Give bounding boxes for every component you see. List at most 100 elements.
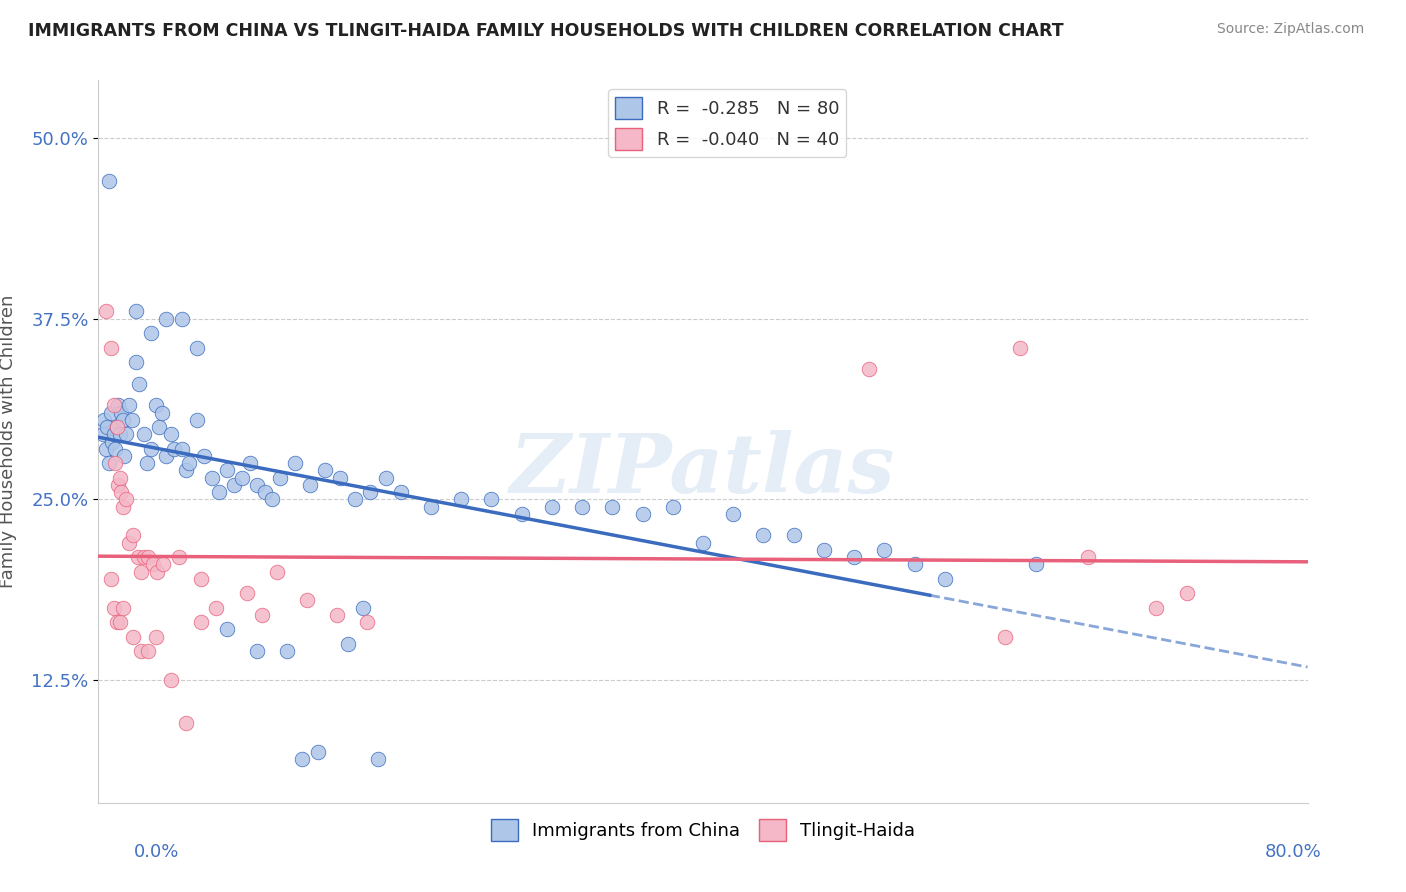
Point [146, 565, 169, 579]
Point [155, 311, 177, 326]
Point [96, 420, 118, 434]
Point [114, 427, 136, 442]
Point [844, 550, 866, 565]
Point [179, 456, 201, 470]
Point [105, 420, 128, 434]
Point [276, 644, 298, 658]
Point [813, 542, 835, 557]
Point [661, 500, 683, 514]
Point [215, 623, 238, 637]
Point [110, 485, 132, 500]
Point [190, 572, 212, 586]
Legend: Immigrants from China, Tlingit-Haida: Immigrants from China, Tlingit-Haida [484, 812, 922, 848]
Point [118, 535, 141, 549]
Point [145, 398, 167, 412]
Text: ZIPatlas: ZIPatlas [510, 431, 896, 510]
Point [100, 341, 122, 355]
Point [103, 398, 125, 412]
Text: IMMIGRANTS FROM CHINA VS TLINGIT-HAIDA FAMILY HOUSEHOLDS WITH CHILDREN CORRELATI: IMMIGRANTS FROM CHINA VS TLINGIT-HAIDA F… [28, 22, 1064, 40]
Point [114, 492, 136, 507]
Point [205, 600, 228, 615]
Point [148, 420, 170, 434]
Point [752, 528, 775, 542]
Point [329, 470, 352, 484]
Point [208, 485, 231, 500]
Point [326, 607, 349, 622]
Text: 80.0%: 80.0% [1265, 843, 1322, 861]
Point [125, 304, 148, 318]
Point [100, 406, 122, 420]
Point [111, 413, 134, 427]
Point [307, 745, 329, 759]
Point [104, 442, 127, 456]
Point [145, 630, 167, 644]
Point [360, 485, 382, 500]
Point [692, 535, 714, 549]
Point [101, 434, 124, 449]
Point [129, 565, 152, 579]
Point [994, 630, 1017, 644]
Point [105, 615, 128, 630]
Point [93, 413, 115, 427]
Point [193, 449, 215, 463]
Point [356, 615, 378, 630]
Point [142, 558, 165, 572]
Point [127, 550, 149, 565]
Point [858, 362, 880, 376]
Point [190, 615, 212, 630]
Point [111, 500, 134, 514]
Point [129, 644, 152, 658]
Point [136, 550, 159, 565]
Point [231, 470, 253, 484]
Point [107, 478, 129, 492]
Point [160, 427, 183, 442]
Point [121, 413, 143, 427]
Point [1175, 586, 1198, 600]
Point [420, 500, 443, 514]
Point [389, 485, 412, 500]
Point [122, 528, 145, 542]
Point [352, 600, 374, 615]
Point [108, 470, 131, 484]
Point [1327, 630, 1350, 644]
Point [481, 492, 503, 507]
Point [540, 500, 562, 514]
Point [1144, 600, 1167, 615]
Point [336, 637, 359, 651]
Point [450, 492, 472, 507]
Point [510, 507, 533, 521]
Point [1010, 341, 1032, 355]
Point [246, 478, 269, 492]
Point [155, 449, 177, 463]
Point [235, 586, 257, 600]
Point [100, 572, 122, 586]
Point [118, 398, 141, 412]
Point [723, 507, 745, 521]
Point [783, 528, 806, 542]
Point [94, 304, 117, 318]
Point [934, 572, 956, 586]
Point [253, 485, 276, 500]
Point [107, 398, 129, 412]
Point [98, 174, 121, 188]
Point [246, 644, 269, 658]
Point [104, 456, 127, 470]
Point [112, 449, 135, 463]
Point [103, 600, 125, 615]
Point [174, 716, 197, 731]
Point [108, 615, 131, 630]
Text: 0.0%: 0.0% [134, 843, 179, 861]
Point [170, 442, 193, 456]
Point [108, 427, 131, 442]
Point [94, 442, 117, 456]
Point [128, 376, 150, 391]
Point [201, 470, 224, 484]
Point [904, 558, 927, 572]
Point [239, 456, 262, 470]
Point [1077, 550, 1099, 565]
Point [152, 558, 174, 572]
Point [136, 644, 159, 658]
Point [344, 492, 367, 507]
Point [299, 478, 322, 492]
Point [141, 442, 163, 456]
